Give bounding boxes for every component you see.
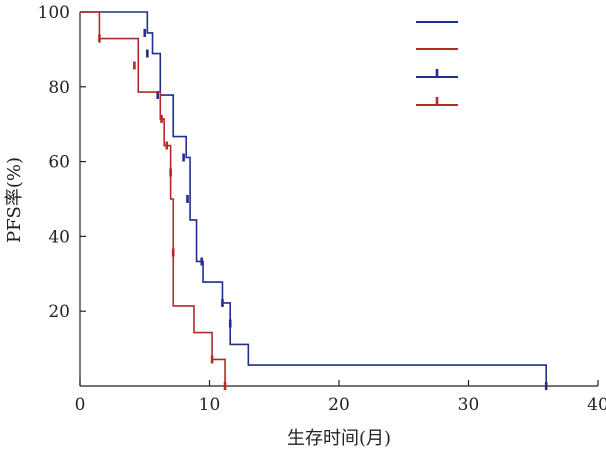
y-tick-label: 40 <box>48 227 70 247</box>
y-tick-label: 80 <box>48 78 70 98</box>
series-1 <box>80 11 548 390</box>
y-axis-title: PFS率(%) <box>4 157 25 243</box>
x-tick-label: 30 <box>458 395 480 415</box>
series-2 <box>80 11 227 390</box>
series-layer <box>80 11 548 390</box>
x-axis-title: 生存时间(月) <box>287 428 391 449</box>
x-tick-label: 10 <box>199 395 221 415</box>
y-tick-label: 100 <box>38 3 70 23</box>
series-1-step-line <box>80 11 547 386</box>
x-tick-label: 40 <box>587 395 606 415</box>
y-tick-label: 20 <box>48 302 70 322</box>
series-2-step-line <box>80 11 226 386</box>
axes: 0 10 20 30 40 20 40 60 80 100 <box>38 3 606 415</box>
x-tick-label: 0 <box>75 395 86 415</box>
legend <box>416 21 458 106</box>
y-tick-label: 60 <box>48 153 70 173</box>
x-tick-label: 20 <box>328 395 350 415</box>
